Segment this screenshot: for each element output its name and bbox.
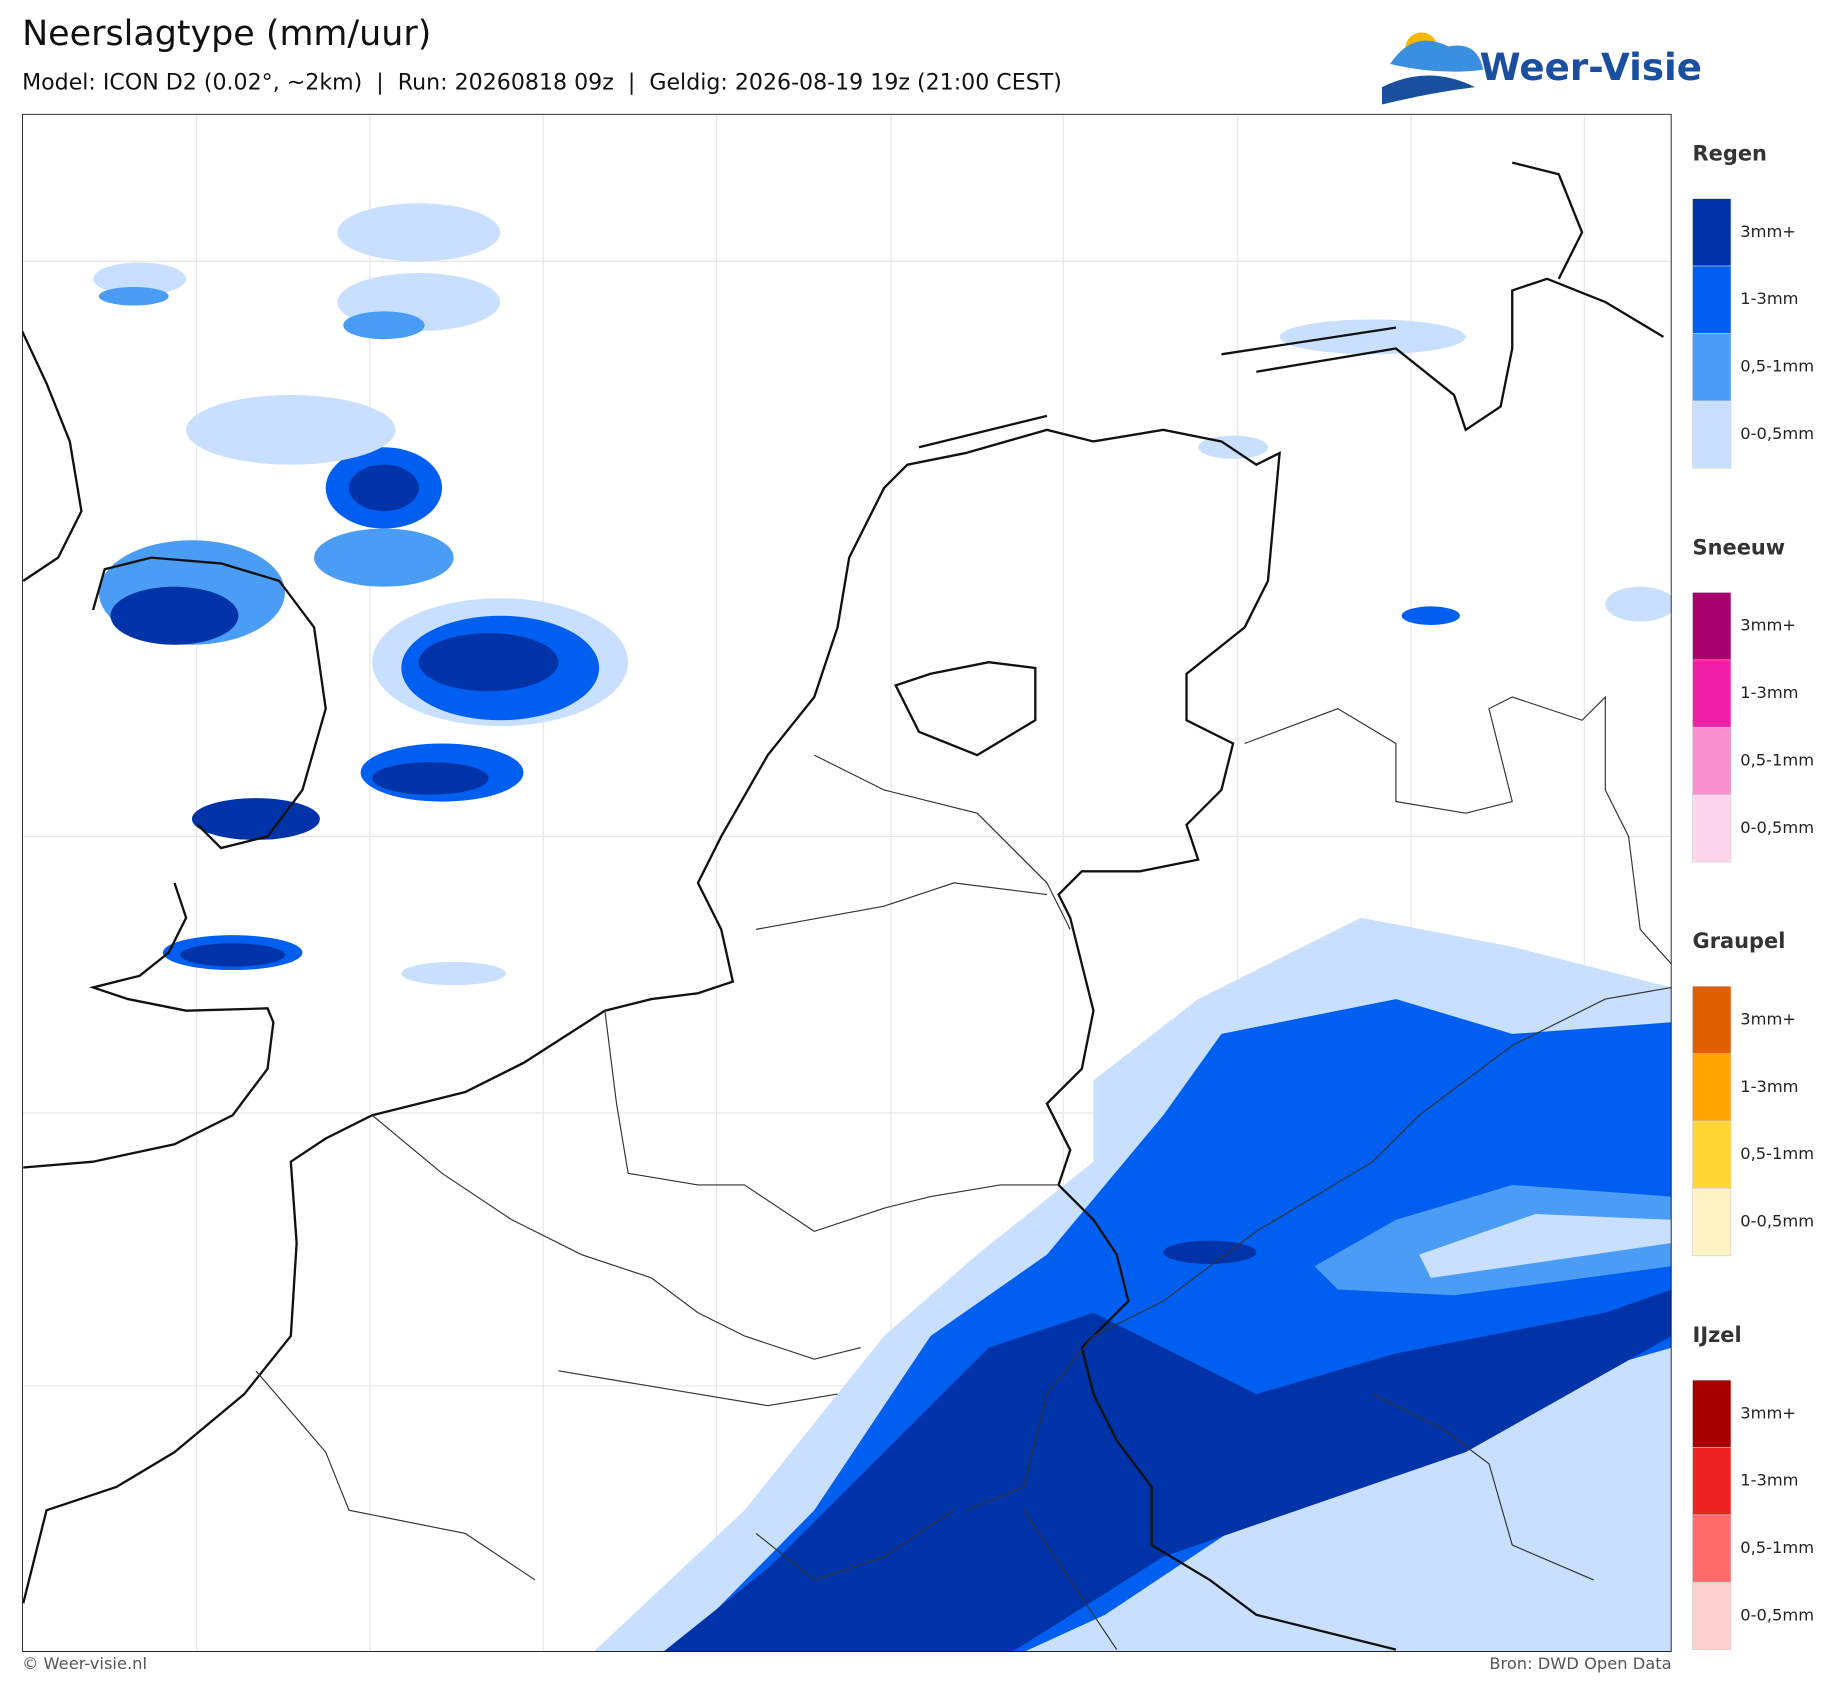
- legend-label: 0,5-1mm: [1740, 1144, 1814, 1163]
- legend-label: 1-3mm: [1740, 683, 1798, 702]
- subtitle: Model: ICON D2 (0.02°, ~2km) | Run: 2026…: [22, 71, 1062, 96]
- legend-swatch: [1692, 1581, 1732, 1650]
- legend-label: 1-3mm: [1740, 289, 1798, 308]
- legend-label: 0-0,5mm: [1740, 1605, 1814, 1624]
- legend-swatch: [1692, 333, 1732, 402]
- logo: Weer-Visie: [1381, 32, 1702, 105]
- legend-label: 3mm+: [1740, 1403, 1796, 1422]
- legend-swatch: [1692, 198, 1732, 267]
- logo-text: Weer-Visie: [1480, 45, 1702, 89]
- legend-swatch: [1692, 726, 1732, 795]
- legend-swatch: [1692, 1188, 1732, 1257]
- legend-label: 0-0,5mm: [1740, 424, 1814, 443]
- precipitation: [93, 203, 1672, 1652]
- legend-label: 0,5-1mm: [1740, 750, 1814, 769]
- legend-label: 3mm+: [1740, 616, 1796, 635]
- legend-label: 0-0,5mm: [1740, 818, 1814, 837]
- legend-swatch: [1692, 1514, 1732, 1583]
- legend-title: Regen: [1693, 142, 1767, 166]
- map: [22, 113, 1672, 1652]
- legend-label: 3mm+: [1740, 222, 1796, 241]
- footer-right: Bron: DWD Open Data: [1489, 1654, 1671, 1673]
- legend-label: 0-0,5mm: [1740, 1212, 1814, 1231]
- legend-swatch: [1692, 400, 1732, 469]
- legend-label: 0,5-1mm: [1740, 357, 1814, 376]
- legend-label: 1-3mm: [1740, 1471, 1798, 1490]
- legend-swatch: [1692, 986, 1732, 1054]
- borders: [255, 695, 1672, 1650]
- legend-swatch: [1692, 1447, 1732, 1516]
- legend-swatch: [1692, 265, 1732, 334]
- legend-swatch: [1692, 659, 1732, 728]
- legend-label: 3mm+: [1740, 1009, 1796, 1028]
- legend-swatch: [1692, 1379, 1732, 1448]
- title: Neerslagtype (mm/uur): [22, 14, 431, 54]
- legend-swatch: [1692, 1053, 1732, 1122]
- legend: Regen 3mm+ 1-3mm 0,5-1mm 0-0,5mm Sneeuw 3mm+ 1-…: [1692, 142, 1814, 1650]
- legend-title: IJzel: [1693, 1323, 1742, 1347]
- legend-swatch: [1692, 1120, 1732, 1189]
- coastlines: [22, 161, 1665, 1651]
- footer-left: © Weer-visie.nl: [22, 1654, 147, 1673]
- legend-swatch: [1692, 794, 1732, 863]
- legend-label: 1-3mm: [1740, 1077, 1798, 1096]
- legend-title: Sneeuw: [1693, 535, 1786, 559]
- legend-title: Graupel: [1693, 929, 1786, 953]
- legend-label: 0,5-1mm: [1740, 1538, 1814, 1557]
- legend-swatch: [1692, 592, 1732, 661]
